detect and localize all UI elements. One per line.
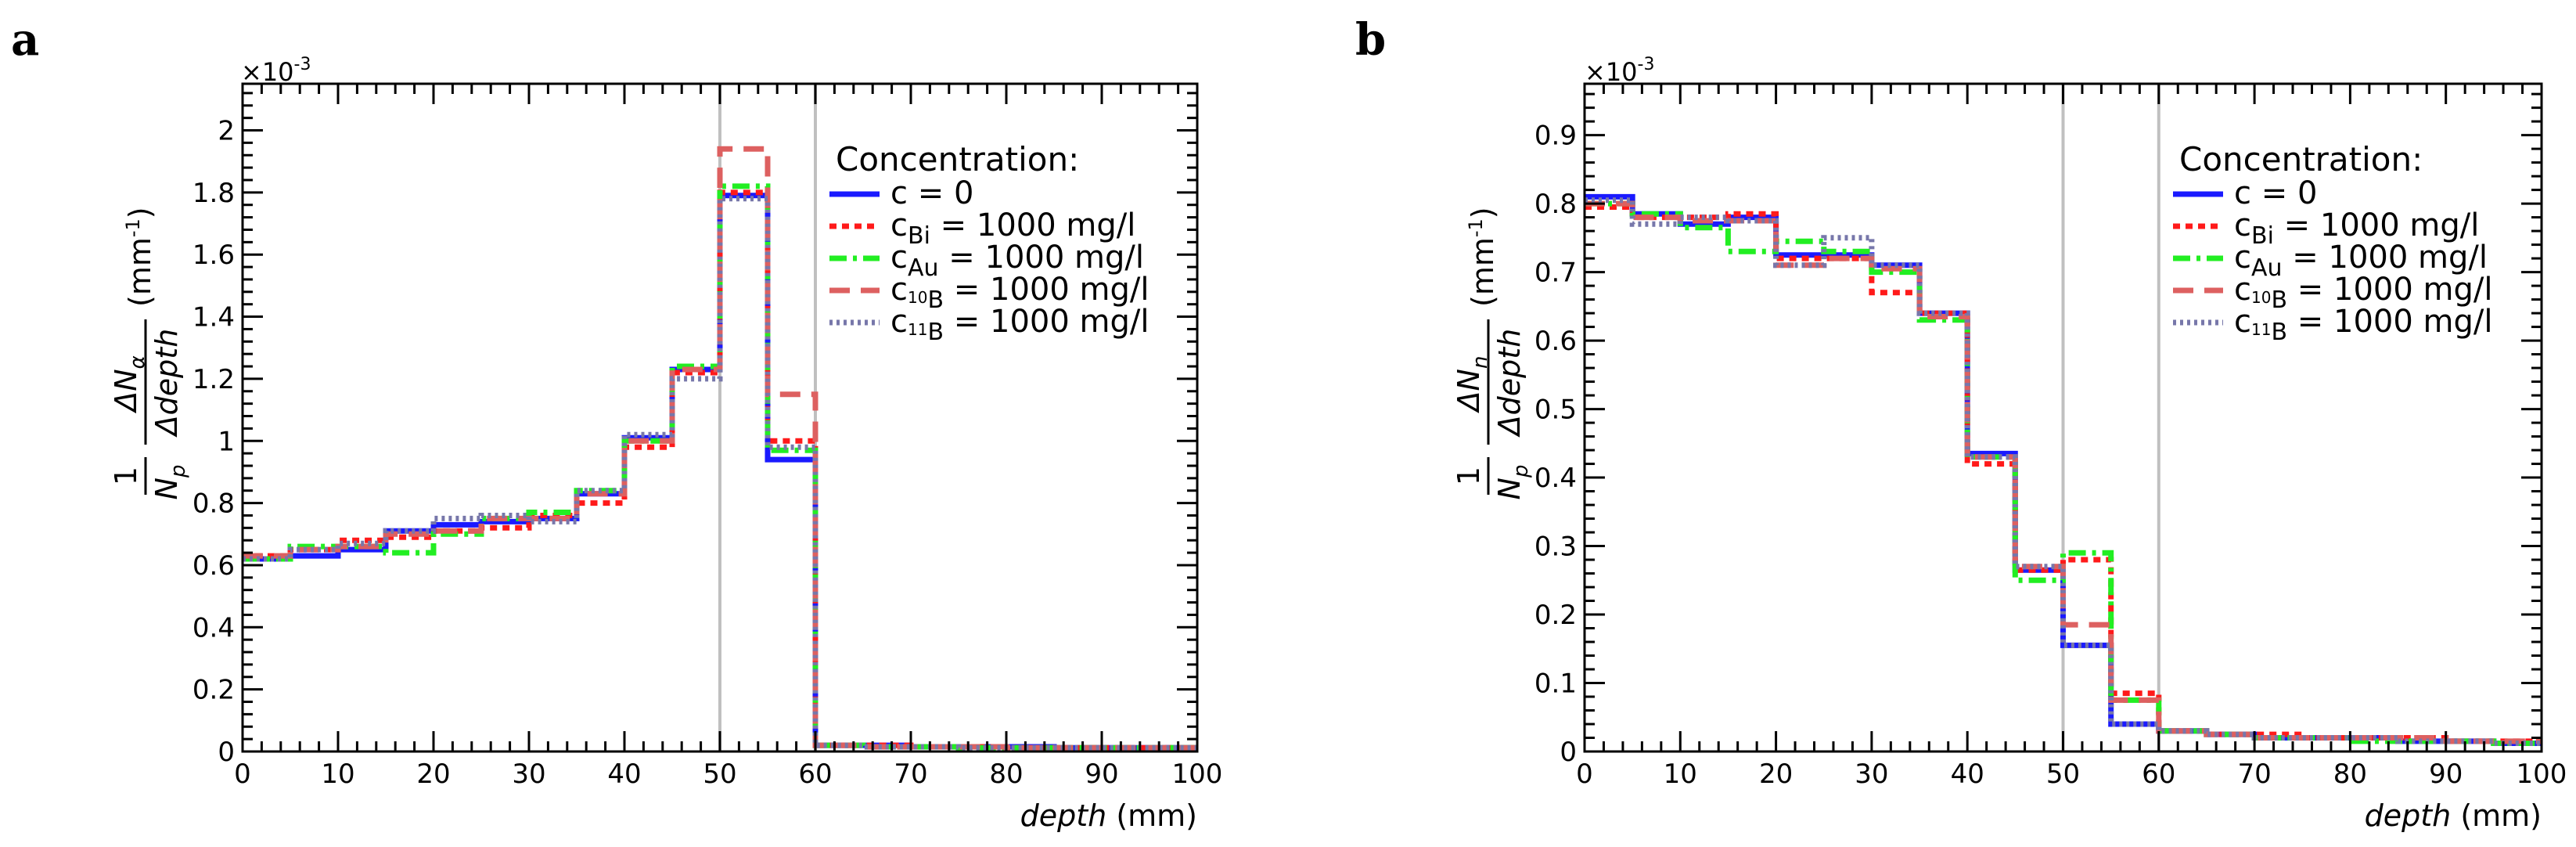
x-ticks-a: 0 10 20 30 40 50 60 70 80 90 100: [234, 84, 1222, 790]
y-axis-title-b: 1 Np ΔNn Δdepth (mm-1): [1452, 207, 1533, 499]
y-tick-label-a-6: 1.2: [192, 364, 235, 395]
legend-label-b-1: cBi = 1000 mg/l: [2234, 207, 2479, 250]
x-tick-label-a-6: 60: [798, 759, 832, 790]
series-group-a: [243, 146, 1197, 751]
x-tick-label-a-0: 0: [234, 759, 251, 790]
y-ticks-a: 0 0.2 0.4 0.6 0.8 1 1.2 1.4 1.6 1.8 2: [192, 92, 1197, 768]
y-tick-label-a-8: 1.6: [192, 240, 235, 271]
x-tick-label-b-6: 60: [2142, 759, 2175, 790]
y-title-unit-a: (mm-1): [122, 207, 157, 307]
y-tick-label-b-8: 0.8: [1534, 189, 1577, 220]
legend-label-a-3: c10B = 1000 mg/l: [890, 272, 1149, 314]
panel-letter-b: b: [1355, 14, 1386, 66]
x-tick-label-b-3: 30: [1855, 759, 1888, 790]
x-tick-label-b-9: 90: [2429, 759, 2463, 790]
y-tick-label-a-7: 1.4: [192, 302, 235, 333]
y-tick-label-b-6: 0.6: [1534, 326, 1577, 357]
series-line-a-3: [243, 146, 1197, 751]
y-title-prefix-den-b: Np: [1492, 465, 1533, 500]
series-line-b-1: [1585, 204, 2542, 744]
y-tick-label-a-10: 2: [218, 116, 235, 147]
legend-label-b-4: c11B = 1000 mg/l: [2234, 304, 2492, 346]
y-title-prefix-den-a: Np: [149, 465, 190, 500]
x-tick-label-b-0: 0: [1576, 759, 1593, 790]
panel-letter-a: a: [11, 14, 39, 66]
series-line-b-3: [1585, 200, 2542, 744]
x-tick-label-a-10: 100: [1172, 759, 1223, 790]
x-ticks-b: 0 10 20 30 40 50 60 70 80 90 100: [1576, 84, 2567, 790]
y-tick-label-a-1: 0.2: [192, 675, 235, 706]
y-multiplier-a: ×10-3: [241, 55, 311, 87]
x-tick-label-a-8: 80: [989, 759, 1023, 790]
plot-area-b: 0 10 20 30 40 50 60 70 80 90 100 00.10.20.30.40.50…: [1534, 82, 2567, 790]
y-title-den-a: Δdepth: [149, 329, 184, 438]
x-tick-label-b-10: 100: [2517, 759, 2567, 790]
legend-label-a-2: cAu = 1000 mg/l: [890, 240, 1144, 282]
y-tick-label-a-9: 1.8: [192, 178, 235, 209]
y-tick-label-b-5: 0.5: [1534, 395, 1577, 426]
x-tick-label-a-3: 30: [512, 759, 545, 790]
x-tick-label-b-5: 50: [2046, 759, 2080, 790]
x-tick-label-b-7: 70: [2237, 759, 2271, 790]
x-tick-label-b-2: 20: [1759, 759, 1793, 790]
y-tick-label-b-3: 0.3: [1534, 532, 1577, 563]
y-tick-label-a-2: 0.4: [192, 612, 235, 643]
series-line-a-4: [243, 196, 1197, 751]
y-title-num-b: ΔNn: [1452, 356, 1492, 414]
x-tick-label-a-9: 90: [1085, 759, 1118, 790]
legend-label-a-0: c = 0: [890, 175, 973, 211]
legend-title-a: Concentration:: [836, 140, 1079, 178]
panel-a: a ×10-3 1 Np ΔNα Δdepth (mm-1) 0 10 20 30 40…: [11, 14, 1222, 833]
legend-label-a-1: cBi = 1000 mg/l: [890, 207, 1135, 250]
y-tick-label-b-9: 0.9: [1534, 121, 1577, 152]
y-tick-label-a-5: 1: [218, 426, 235, 457]
legend-title-b: Concentration:: [2179, 140, 2423, 178]
series-group-b: [1585, 193, 2542, 746]
y-ticks-b: 0 0.1 0.2 0.3 0.4 0.5 0.6 0.7 0.8 0.9: [1534, 92, 2542, 768]
y-title-den-b: Δdepth: [1492, 329, 1527, 438]
legend-label-b-0: c = 0: [2234, 175, 2317, 211]
panel-b: b ×10-3 1 Np ΔNn Δdepth (mm-1) 0 10 20 30 40…: [1355, 14, 2567, 833]
y-title-unit-b: (mm-1): [1465, 207, 1500, 307]
x-tick-label-b-8: 80: [2333, 759, 2367, 790]
legend-label-a-4: c11B = 1000 mg/l: [890, 304, 1149, 346]
legend-label-b-3: c10B = 1000 mg/l: [2234, 272, 2492, 314]
y-tick-label-a-0: 0: [218, 737, 235, 768]
x-axis-title-b: depth (mm): [2365, 798, 2542, 833]
legend-label-b-2: cAu = 1000 mg/l: [2234, 240, 2488, 282]
y-tick-label-b-1: 0.1: [1534, 669, 1577, 700]
x-tick-label-a-1: 10: [321, 759, 354, 790]
y-tick-label-b-2: 0.2: [1534, 600, 1577, 631]
y-tick-label-b-7: 0.7: [1534, 258, 1577, 289]
x-axis-title-a: depth (mm): [1020, 798, 1197, 833]
x-tick-label-a-7: 70: [894, 759, 927, 790]
x-tick-label-a-4: 40: [607, 759, 641, 790]
x-tick-label-a-5: 50: [703, 759, 736, 790]
y-tick-label-b-4: 0.4: [1534, 463, 1577, 494]
x-tick-label-b-1: 10: [1664, 759, 1697, 790]
y-tick-label-a-4: 0.8: [192, 488, 235, 520]
y-title-num-a: ΔNα: [109, 355, 149, 414]
series-line-b-4: [1585, 197, 2542, 746]
plot-area-a: 0 10 20 30 40 50 60 70 80 90 100 0 0.2 0.4 0.6 0.8 1 1.2…: [192, 82, 1222, 790]
y-title-prefix-num-b: 1: [1452, 467, 1486, 485]
y-title-prefix-num-a: 1: [109, 467, 143, 485]
y-tick-label-b-0: 0: [1560, 737, 1577, 768]
x-tick-label-b-4: 40: [1951, 759, 1984, 790]
y-multiplier-b: ×10-3: [1585, 55, 1654, 87]
x-tick-label-a-2: 20: [416, 759, 450, 790]
y-axis-title-a: 1 Np ΔNα Δdepth (mm-1): [109, 207, 190, 499]
y-tick-label-a-3: 0.6: [192, 550, 235, 582]
